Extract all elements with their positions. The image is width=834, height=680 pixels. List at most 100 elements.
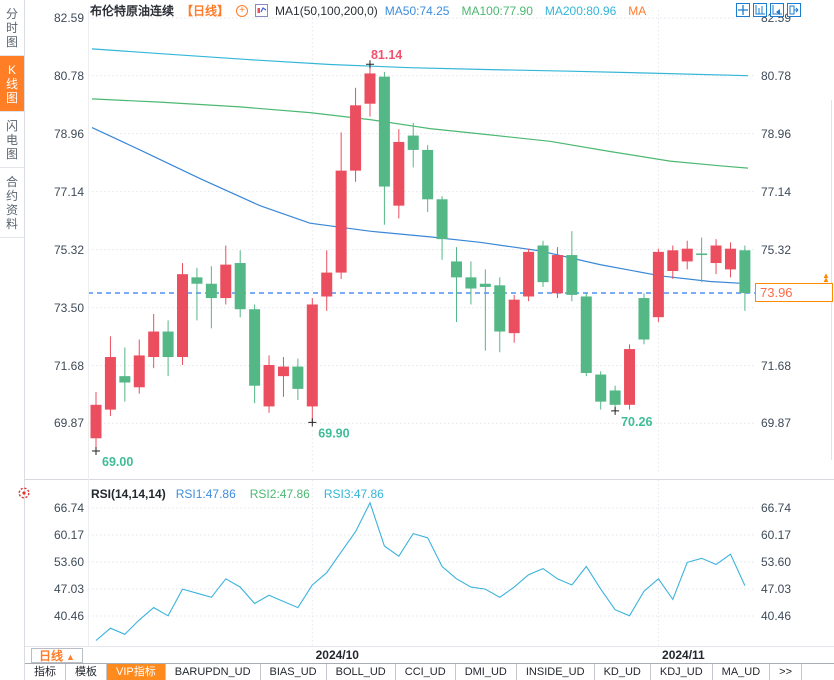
candle [364, 73, 376, 104]
rsi-legend-item: RSI1:47.86 [175, 487, 236, 501]
tab-DMIUD[interactable]: DMI_UD [456, 664, 517, 680]
candle [133, 355, 145, 388]
sidebar-item-fenshitu[interactable]: 分时图 [0, 0, 24, 56]
candle [422, 149, 434, 200]
main-candlestick-chart[interactable]: 81.14 69.00 69.90 70.26 [88, 10, 755, 472]
candle [249, 309, 261, 386]
rsi-axis-label-left: 66.74 [53, 501, 84, 515]
mini-kline-icon [255, 4, 269, 17]
plot-left-border [88, 10, 89, 646]
axis-play-icon[interactable] [770, 3, 784, 17]
y-axis-label-left: 80.78 [53, 68, 84, 83]
rsi-axis-label-right: 60.17 [761, 528, 792, 542]
candle [508, 299, 520, 334]
x-axis-month-label: 2024/11 [662, 648, 705, 662]
header-toolbar [736, 3, 801, 17]
y-axis-label-right: 78.96 [761, 126, 792, 141]
y-axis-label-right: 77.14 [761, 184, 792, 199]
extreme-cross-marker [365, 60, 374, 69]
tab-BOLLUD[interactable]: BOLL_UD [327, 664, 396, 680]
candle [205, 283, 217, 299]
sidebar-item-heyueziliao[interactable]: 合约资料 [0, 168, 24, 238]
candle [234, 263, 246, 310]
rsi-values: RSI1:47.86 RSI2:47.86 RSI3:47.86 [176, 487, 384, 501]
candle [624, 349, 636, 405]
extreme-price-label: 81.14 [371, 48, 402, 62]
candle [263, 364, 275, 407]
tab-KDJUD[interactable]: KDJ_UD [651, 664, 713, 680]
tab-CCIUD[interactable]: CCI_UD [396, 664, 456, 680]
extreme-cross-marker [611, 406, 620, 415]
tab-指标[interactable]: 指标 [25, 664, 66, 680]
candle [566, 255, 578, 295]
dropdown-arrow-icon: ▲ [66, 652, 75, 662]
candle [407, 135, 419, 150]
add-indicator-icon[interactable]: + [236, 4, 249, 17]
period-dropdown-badge[interactable]: 日线 ▲ [31, 648, 83, 663]
tab-MAUD[interactable]: MA_UD [713, 664, 771, 680]
rsi-axis-label-left: 47.03 [53, 582, 84, 596]
ma-legend-item: MA [628, 3, 647, 18]
candle [595, 374, 607, 402]
rsi-axis-label-right: 40.46 [761, 609, 792, 623]
candle [710, 245, 722, 264]
candle [378, 76, 390, 187]
rsi-axis-label-left: 60.17 [53, 528, 84, 542]
ma-line-ma100 [91, 98, 749, 169]
indicator-formula: MA1(50,100,200,0) [275, 3, 378, 18]
y-axis-label-left: 73.50 [53, 300, 84, 315]
x-axis-month-label: 2024/10 [315, 648, 359, 662]
y-axis-label-right: 80.78 [761, 68, 792, 83]
ma-legend-item: MA50:74.25 [384, 3, 450, 18]
panel-divider [25, 479, 834, 480]
crosshair-icon[interactable] [736, 3, 750, 17]
period-tag[interactable]: 【日线】 [181, 4, 230, 18]
y-axis-label-left: 69.87 [53, 416, 84, 431]
candle [177, 274, 189, 358]
xaxis-row: 日线 ▲ [25, 646, 834, 663]
rsi-header: RSI(14,14,14) RSI1:47.86 RSI2:47.86 RSI3:4… [91, 487, 384, 501]
ma-legend: MA50:74.25 MA100:77.90 MA200:80.96 MA [385, 4, 647, 18]
rsi-axis-label-right: 66.74 [761, 501, 792, 515]
rsi-axis-label-right: 47.03 [761, 582, 792, 596]
exit-chart-icon[interactable] [787, 3, 801, 17]
candle [292, 366, 304, 389]
candle [436, 199, 448, 240]
sidebar-item-shandiantu[interactable]: 闪电图 [0, 112, 24, 168]
candle [148, 331, 160, 358]
extreme-cross-marker [92, 447, 100, 456]
price-up-arrow-icon: ▲ ▲ [822, 270, 830, 285]
candle [537, 245, 549, 283]
candle [580, 296, 592, 373]
tab-BIASUD[interactable]: BIAS_UD [261, 664, 327, 680]
candle [724, 248, 736, 270]
rsi-line [95, 501, 746, 641]
indicator-settings-icon[interactable] [17, 486, 31, 505]
candle [667, 250, 679, 271]
candle [191, 277, 203, 284]
ma-line-ma50 [91, 127, 749, 285]
tab-INSIDEUD[interactable]: INSIDE_UD [517, 664, 595, 680]
tab-模板[interactable]: 模板 [66, 664, 107, 680]
candle [551, 255, 563, 294]
current-price-tag: 73.96 [755, 283, 833, 303]
tab-VIP指标[interactable]: VIP指标 [107, 664, 166, 680]
tab-BARUPDNUD[interactable]: BARUPDN_UD [166, 664, 261, 680]
tab-[interactable]: >> [770, 664, 803, 680]
candle [638, 298, 650, 340]
y-axis-label-right: 75.32 [761, 242, 792, 257]
rsi-line-chart[interactable] [88, 480, 755, 646]
candle [681, 248, 693, 262]
tab-KDUD[interactable]: KD_UD [595, 664, 651, 680]
candle [119, 376, 131, 383]
axis-range-icon[interactable] [753, 3, 767, 17]
right-edge-scroll-line[interactable] [831, 100, 832, 460]
y-axis-label-left: 77.14 [53, 184, 84, 199]
y-axis-label-left: 75.32 [53, 242, 84, 257]
candle [479, 283, 491, 287]
y-axis-label-left: 71.68 [53, 358, 84, 373]
y-axis-label-left: 82.59 [53, 11, 84, 25]
candle [465, 277, 477, 289]
